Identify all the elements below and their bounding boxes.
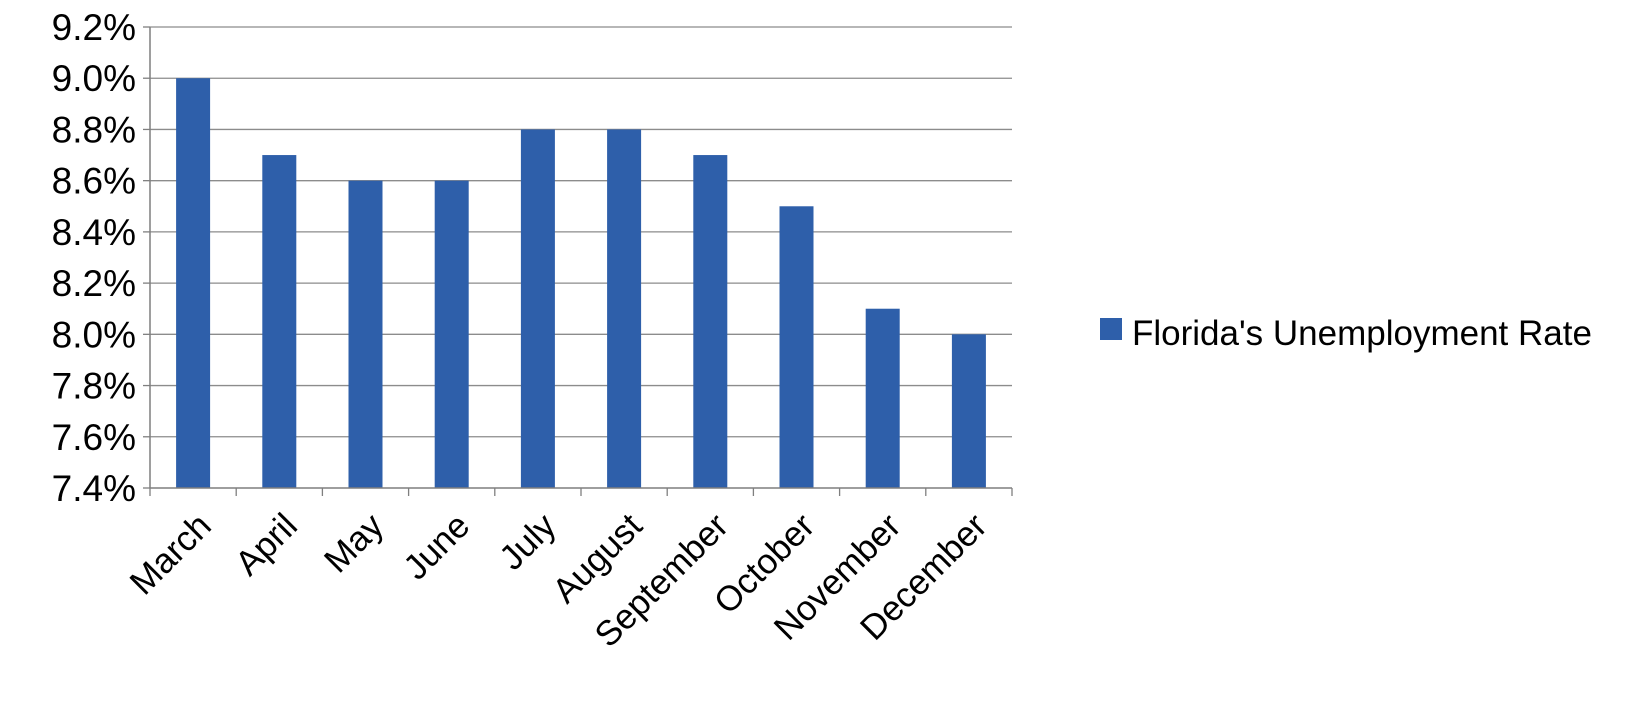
x-tick-label: July: [492, 506, 564, 578]
y-tick-label: 7.4%: [52, 468, 136, 509]
bars: [176, 78, 986, 489]
bar: [779, 206, 814, 488]
bar: [262, 155, 297, 489]
bar: [176, 78, 211, 488]
y-tick-label: 8.8%: [52, 109, 136, 150]
legend: Florida's Unemployment Rate: [1100, 308, 1615, 360]
bar: [951, 334, 986, 488]
y-tick-label: 8.4%: [52, 212, 136, 253]
y-tick-label: 7.6%: [52, 417, 136, 458]
legend-swatch: [1100, 318, 1122, 340]
y-tick-label: 8.6%: [52, 161, 136, 202]
y-tick-label: 9.2%: [52, 7, 136, 48]
y-tick-label: 7.8%: [52, 366, 136, 407]
bar: [348, 180, 383, 488]
x-tick-label: March: [122, 506, 218, 602]
bar: [607, 129, 642, 488]
x-tick-label: May: [317, 506, 392, 581]
bar: [520, 129, 555, 488]
bar: [434, 180, 469, 488]
bar: [865, 308, 900, 488]
x-tick-label: April: [228, 506, 305, 583]
y-tick-labels: 7.4% 7.6% 7.8% 8.0% 8.2% 8.4% 8.6% 8.8% 9.0% 9.2%: [52, 7, 136, 509]
legend-label: Florida's Unemployment Rate: [1132, 314, 1592, 353]
y-tick-label: 9.0%: [52, 58, 136, 99]
x-tick-label: June: [396, 506, 477, 587]
y-tick-label: 8.0%: [52, 314, 136, 355]
axes: [143, 26, 1013, 496]
x-tick-labels: March April May June JulyAugustSeptemberOcto…: [122, 506, 994, 655]
y-tick-label: 8.2%: [52, 263, 136, 304]
bar: [693, 155, 728, 489]
